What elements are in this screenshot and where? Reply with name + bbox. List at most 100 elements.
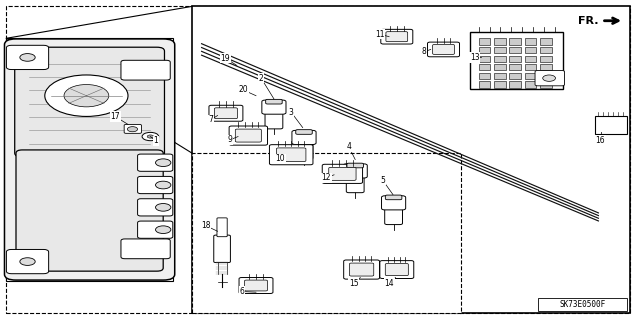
Bar xyxy=(525,64,536,70)
Bar xyxy=(479,38,490,45)
FancyBboxPatch shape xyxy=(217,218,227,237)
Text: 19: 19 xyxy=(220,54,230,63)
Bar xyxy=(494,64,506,70)
Bar xyxy=(540,38,552,45)
Circle shape xyxy=(156,204,171,211)
Bar xyxy=(595,116,627,134)
Bar xyxy=(479,81,490,88)
Text: 17: 17 xyxy=(110,112,120,121)
Bar xyxy=(538,298,627,311)
FancyBboxPatch shape xyxy=(385,195,402,200)
FancyBboxPatch shape xyxy=(344,260,380,279)
FancyBboxPatch shape xyxy=(16,150,163,271)
Bar xyxy=(494,81,506,88)
Circle shape xyxy=(20,54,35,61)
FancyBboxPatch shape xyxy=(209,105,243,121)
Text: 11: 11 xyxy=(375,30,384,39)
Bar xyxy=(479,73,490,79)
Bar xyxy=(540,47,552,53)
Circle shape xyxy=(45,75,128,116)
Text: 6: 6 xyxy=(239,287,244,296)
FancyBboxPatch shape xyxy=(138,221,173,238)
FancyBboxPatch shape xyxy=(236,129,261,142)
Bar xyxy=(525,81,536,88)
FancyBboxPatch shape xyxy=(262,100,286,114)
Bar xyxy=(6,38,173,281)
FancyBboxPatch shape xyxy=(347,163,364,168)
FancyBboxPatch shape xyxy=(269,145,313,165)
Bar xyxy=(494,73,506,79)
FancyBboxPatch shape xyxy=(138,176,173,194)
Bar xyxy=(525,56,536,62)
Text: SK73E0500F: SK73E0500F xyxy=(559,300,605,309)
FancyBboxPatch shape xyxy=(349,263,374,276)
FancyBboxPatch shape xyxy=(385,263,408,276)
Circle shape xyxy=(156,181,171,189)
Circle shape xyxy=(64,85,109,107)
FancyBboxPatch shape xyxy=(428,42,460,57)
Text: 15: 15 xyxy=(349,279,359,288)
Bar xyxy=(509,47,521,53)
Circle shape xyxy=(156,226,171,234)
Text: 8: 8 xyxy=(422,47,427,56)
Bar xyxy=(540,81,552,88)
FancyBboxPatch shape xyxy=(535,70,564,86)
Circle shape xyxy=(142,132,159,141)
Text: 20: 20 xyxy=(238,85,248,94)
FancyBboxPatch shape xyxy=(214,235,230,263)
Text: 10: 10 xyxy=(275,154,285,163)
FancyBboxPatch shape xyxy=(381,29,413,44)
FancyBboxPatch shape xyxy=(121,239,170,259)
FancyBboxPatch shape xyxy=(346,174,364,193)
FancyBboxPatch shape xyxy=(121,60,170,80)
Text: 5: 5 xyxy=(380,176,385,185)
Bar xyxy=(509,81,521,88)
Text: 16: 16 xyxy=(595,136,605,145)
Circle shape xyxy=(147,135,154,138)
Bar xyxy=(192,6,630,313)
Text: FR.: FR. xyxy=(578,16,598,26)
Text: 2: 2 xyxy=(259,74,264,83)
Text: 7: 7 xyxy=(209,115,214,124)
FancyBboxPatch shape xyxy=(124,124,141,133)
Text: 18: 18 xyxy=(202,221,211,230)
Bar xyxy=(509,38,521,45)
Bar xyxy=(509,73,521,79)
Bar xyxy=(494,38,506,45)
FancyBboxPatch shape xyxy=(433,44,454,55)
FancyBboxPatch shape xyxy=(292,130,316,145)
Bar xyxy=(192,153,461,313)
FancyBboxPatch shape xyxy=(244,280,268,291)
Bar xyxy=(479,64,490,70)
Text: 12: 12 xyxy=(322,173,331,182)
FancyBboxPatch shape xyxy=(380,261,414,278)
Bar xyxy=(470,32,563,89)
Text: 4: 4 xyxy=(346,142,351,151)
Bar xyxy=(525,38,536,45)
FancyBboxPatch shape xyxy=(343,164,367,178)
FancyBboxPatch shape xyxy=(4,39,175,280)
Bar xyxy=(540,64,552,70)
FancyBboxPatch shape xyxy=(239,278,273,293)
Text: 3: 3 xyxy=(289,108,294,117)
FancyBboxPatch shape xyxy=(323,164,362,183)
Bar xyxy=(494,56,506,62)
Bar xyxy=(479,47,490,53)
Bar xyxy=(509,64,521,70)
FancyBboxPatch shape xyxy=(266,100,282,104)
Circle shape xyxy=(20,258,35,265)
FancyBboxPatch shape xyxy=(385,206,403,225)
Text: 9: 9 xyxy=(228,135,233,144)
FancyBboxPatch shape xyxy=(295,140,313,159)
Bar xyxy=(494,47,506,53)
FancyBboxPatch shape xyxy=(381,196,406,210)
Text: 14: 14 xyxy=(384,279,394,288)
Bar xyxy=(525,73,536,79)
FancyBboxPatch shape xyxy=(15,47,164,157)
Bar xyxy=(525,47,536,53)
Bar xyxy=(509,56,521,62)
Circle shape xyxy=(543,75,556,81)
Text: 1: 1 xyxy=(153,137,158,145)
FancyBboxPatch shape xyxy=(138,154,173,171)
FancyBboxPatch shape xyxy=(138,199,173,216)
